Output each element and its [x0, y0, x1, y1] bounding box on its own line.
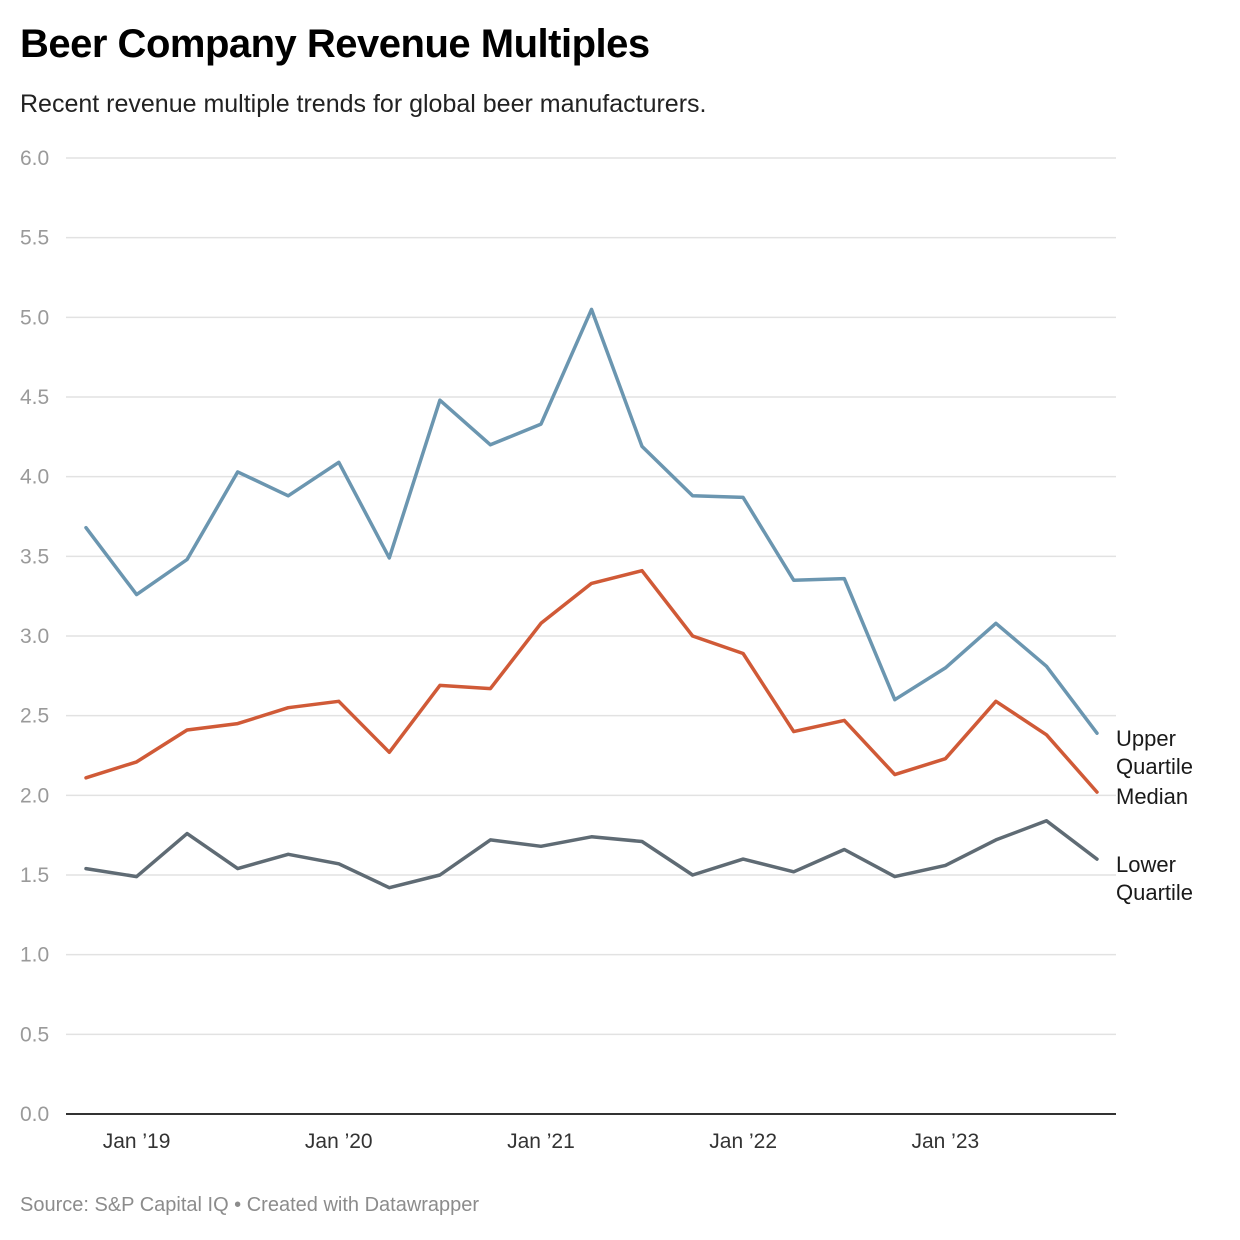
y-tick-label: 4.0: [20, 466, 49, 489]
x-tick-label: Jan ’21: [507, 1130, 575, 1153]
y-tick-label: 5.5: [20, 227, 49, 250]
y-tick-label: 2.5: [20, 705, 49, 728]
y-tick-label: 1.0: [20, 944, 49, 967]
series-labels: Upper Quartile Median Lower Quartile: [1116, 726, 1193, 905]
gridlines: [66, 157, 1116, 1036]
chart-title: Beer Company Revenue Multiples: [20, 22, 650, 66]
series-label-lower: Lower: [1116, 852, 1176, 877]
y-tick-label: 3.5: [20, 545, 49, 568]
y-tick-label: 1.5: [20, 864, 49, 887]
y-tick-label: 6.0: [20, 147, 49, 170]
series-line-median: [84, 568, 1099, 794]
y-tick-label: 2.0: [20, 784, 49, 807]
y-axis-ticks: 0.0 0.5 1.0 1.5 2.0 2.5 3.0 3.5 4.0 4.5 5.0 5.5 6.0: [20, 147, 49, 1126]
chart-subtitle: Recent revenue multiple trends for globa…: [20, 90, 707, 118]
x-tick-label: Jan ’22: [709, 1130, 777, 1153]
x-tick-label: Jan ’23: [911, 1130, 979, 1153]
y-tick-label: 5.0: [20, 306, 49, 329]
y-tick-label: 0.0: [20, 1103, 49, 1126]
x-tick-label: Jan ’19: [103, 1130, 171, 1153]
line-chart: 0.00.51.01.52.02.53.03.54.04.55.05.56.0 …: [20, 147, 1193, 1153]
series-line-lower: [84, 819, 1099, 890]
series-label-lower: Quartile: [1116, 880, 1193, 905]
series-label-upper: Quartile: [1116, 754, 1193, 779]
series-label-upper: Upper: [1116, 726, 1176, 751]
series-lines: [84, 307, 1099, 890]
x-tick-label: Jan ’20: [305, 1130, 373, 1153]
series-line-upper: [84, 307, 1099, 735]
series-label-median: Median: [1116, 784, 1188, 809]
y-tick-label: 0.5: [20, 1023, 49, 1046]
x-axis-ticks: Jan ’19 Jan ’20 Jan ’21 Jan ’22 Jan ’23: [103, 1130, 980, 1153]
y-tick-label: 4.5: [20, 386, 49, 409]
y-tick-label: 3.0: [20, 625, 49, 648]
source-note: Source: S&P Capital IQ • Created with Da…: [20, 1194, 480, 1216]
